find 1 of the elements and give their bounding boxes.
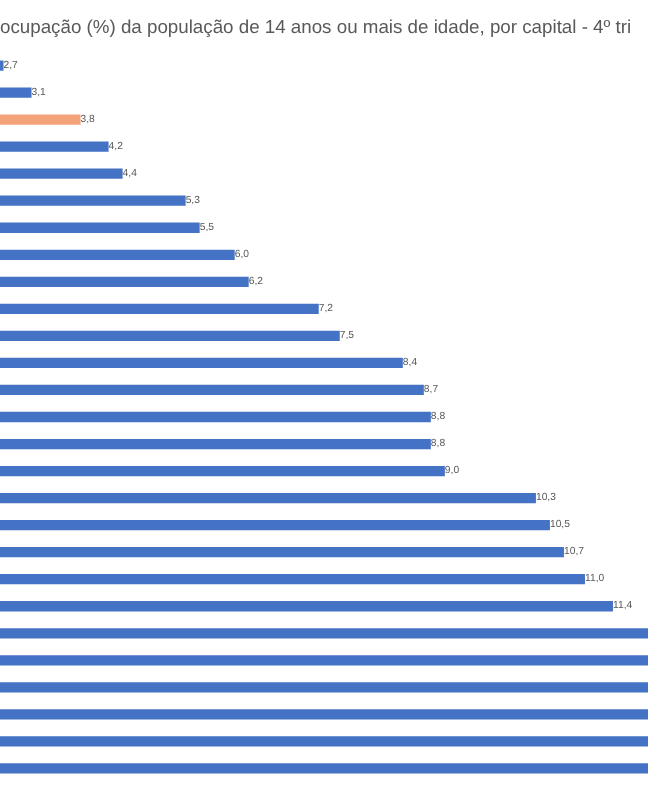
- chart-title: ocupação (%) da população de 14 anos ou mais de idade, por capital - 4º tri: [0, 15, 632, 38]
